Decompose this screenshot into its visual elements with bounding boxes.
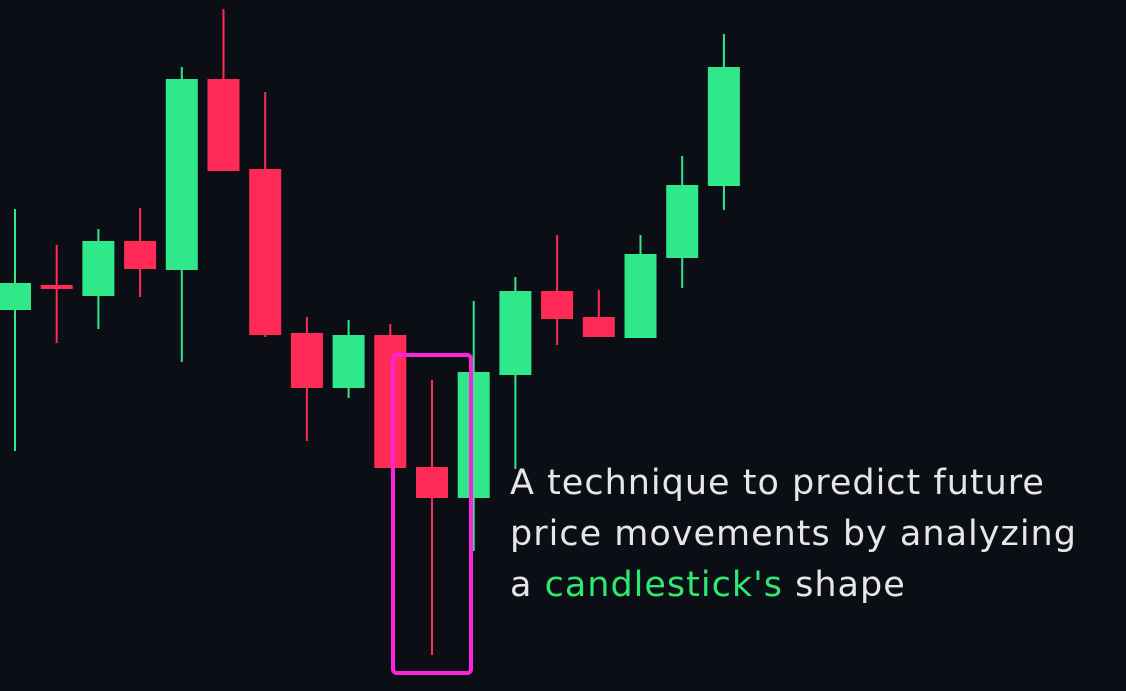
candle-3 <box>124 208 157 297</box>
candle-body-13 <box>541 291 574 319</box>
candle-body-3 <box>124 241 157 269</box>
candle-body-2 <box>82 241 115 296</box>
highlight-box <box>391 353 473 675</box>
candle-body-14 <box>582 317 615 337</box>
candle-16 <box>666 156 699 288</box>
candle-body-17 <box>707 67 740 186</box>
candle-body-10 <box>416 467 448 498</box>
candle-body-8 <box>332 335 365 388</box>
candle-body-5 <box>207 79 240 171</box>
candle-body-16 <box>666 185 699 258</box>
candle-11 <box>457 301 490 551</box>
candle-body-9 <box>374 335 407 468</box>
candle-2 <box>82 229 115 329</box>
candle-1 <box>40 245 73 343</box>
candle-6 <box>249 92 282 337</box>
caption-line-3: a candlestick's shape <box>510 560 1120 611</box>
candle-13 <box>541 235 574 345</box>
caption-line-2: price movements by analyzing <box>510 514 1077 554</box>
candle-14 <box>582 290 615 337</box>
candle-8 <box>332 320 365 398</box>
candle-12 <box>499 277 532 469</box>
caption-highlight-word: candlestick's <box>544 565 783 605</box>
candle-body-11 <box>457 372 490 498</box>
candle-body-4 <box>165 79 198 270</box>
caption-line-3-start: a <box>510 565 545 605</box>
candle-body-7 <box>290 333 323 388</box>
candle-body-12 <box>499 291 532 375</box>
caption-text: A technique to predict future price move… <box>510 458 1120 611</box>
candle-body-6 <box>249 169 282 335</box>
candle-9 <box>374 324 407 468</box>
candle-0 <box>0 209 31 451</box>
candle-7 <box>290 317 323 441</box>
candle-5 <box>207 9 240 171</box>
candle-body-15 <box>624 254 657 338</box>
caption-line-1: A technique to predict future <box>510 463 1045 503</box>
candle-17 <box>707 34 740 210</box>
caption-line-3-end: shape <box>782 565 906 605</box>
candle-body-0 <box>0 283 31 310</box>
candle-4 <box>165 67 198 362</box>
candle-body-1 <box>40 285 73 289</box>
candle-10 <box>416 380 448 655</box>
candle-15 <box>624 235 657 338</box>
